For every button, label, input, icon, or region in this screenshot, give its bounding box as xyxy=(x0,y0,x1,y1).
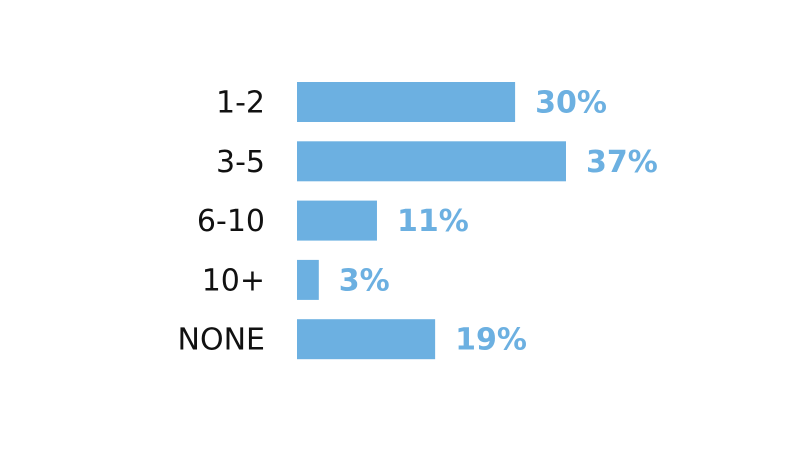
category-label: 1-2 xyxy=(216,86,265,121)
value-label: 37% xyxy=(586,145,658,180)
bar xyxy=(297,200,377,241)
bar xyxy=(297,259,319,300)
value-label: 11% xyxy=(397,204,469,239)
value-label: 3% xyxy=(339,263,390,298)
value-label: 30% xyxy=(535,86,607,121)
category-label: NONE xyxy=(178,323,265,358)
category-label: 10+ xyxy=(202,263,265,298)
bar xyxy=(297,319,436,360)
category-label: 6-10 xyxy=(197,204,265,239)
category-label: 3-5 xyxy=(216,145,265,180)
value-label: 19% xyxy=(455,323,527,358)
bar xyxy=(297,141,566,182)
bar xyxy=(297,82,516,122)
